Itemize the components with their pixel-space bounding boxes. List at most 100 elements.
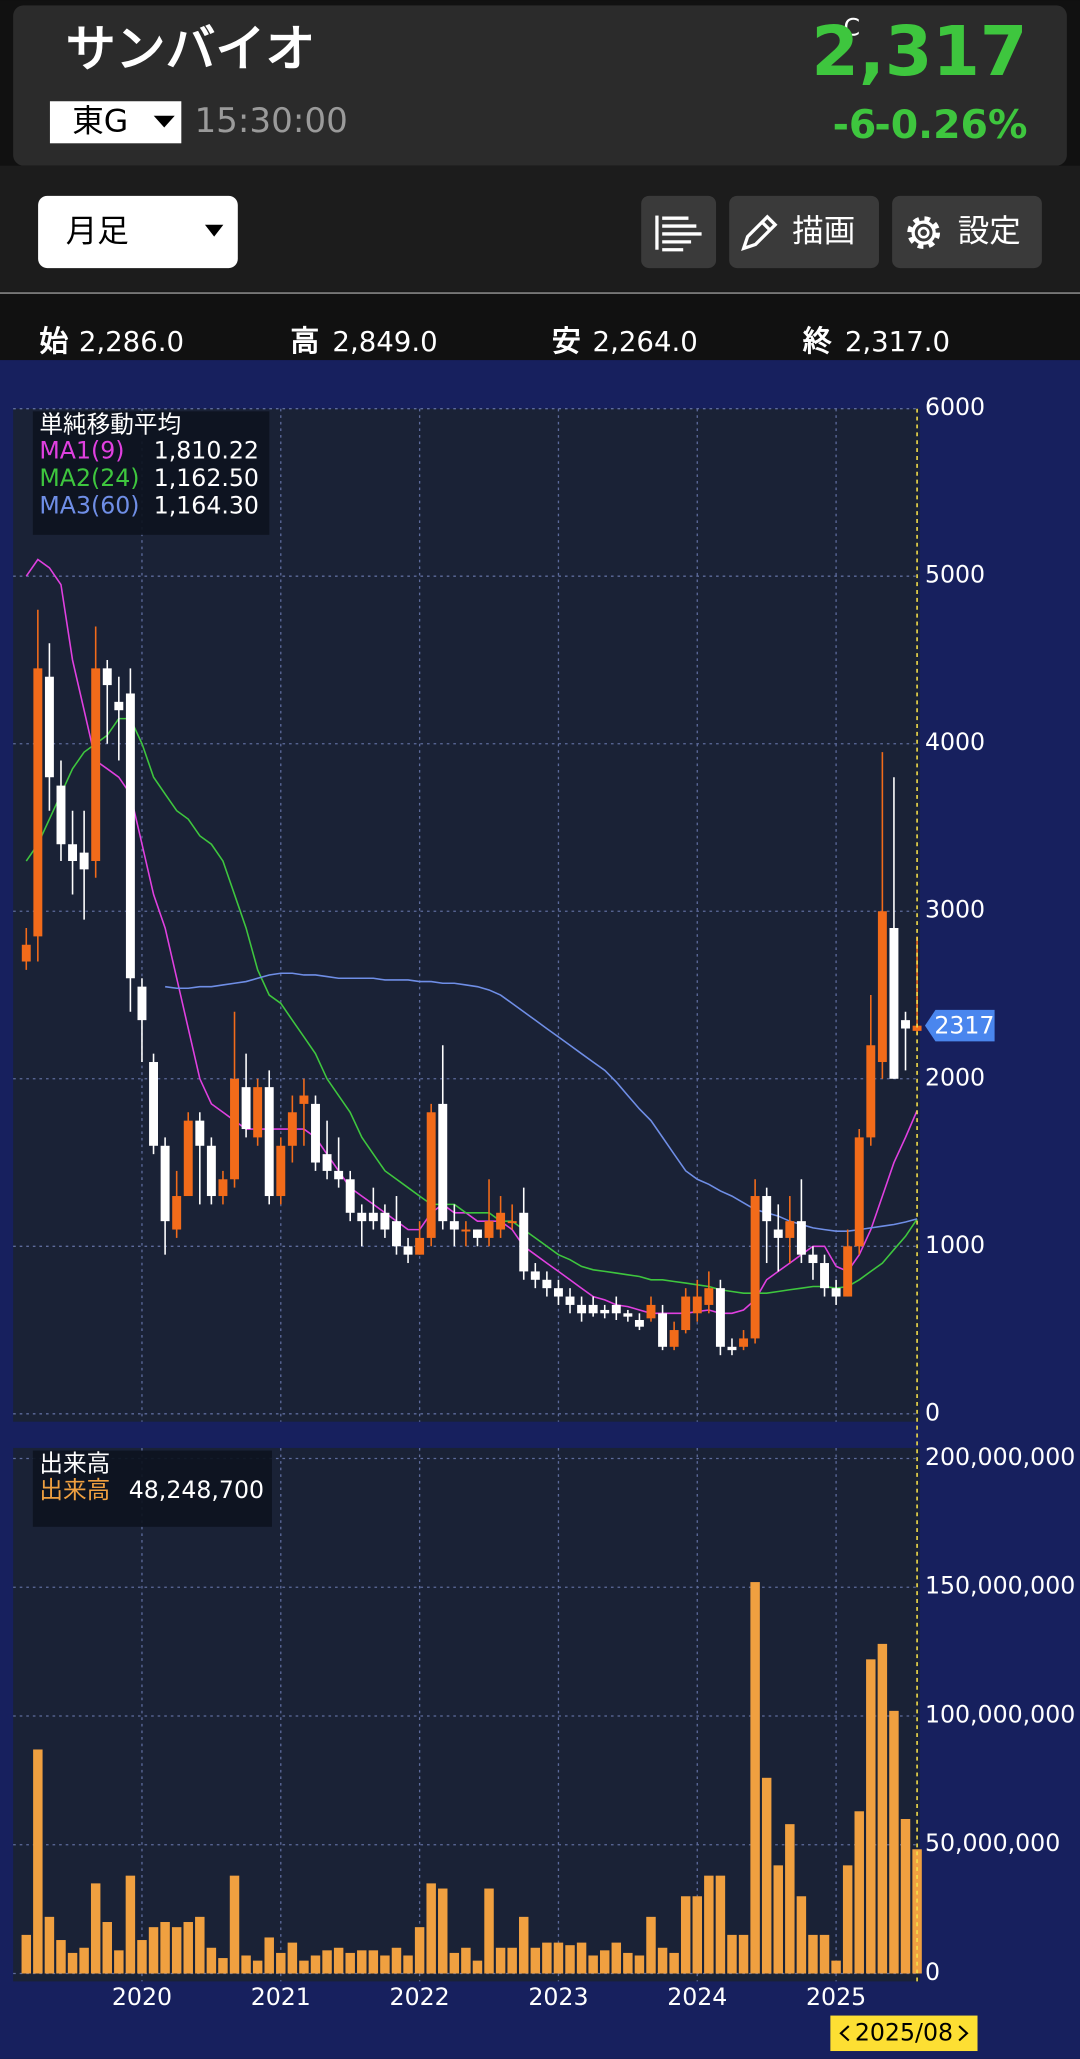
market-label[interactable]: 東G xyxy=(72,103,128,139)
volume-bar xyxy=(889,1710,899,1974)
candle-body xyxy=(449,1221,459,1230)
candle-body xyxy=(646,1304,656,1319)
draw-label[interactable]: 描画 xyxy=(792,214,855,250)
candle-body xyxy=(519,1212,529,1272)
volume-tick-label: 0 xyxy=(925,1958,940,1986)
period-select[interactable]: 月足 xyxy=(38,195,238,269)
volume-bar xyxy=(102,1922,112,1974)
volume-bar xyxy=(125,1875,136,1974)
candle-body xyxy=(611,1304,621,1314)
market-select[interactable]: 東G xyxy=(49,101,182,144)
ohlc-row: 始 2,286.0 高 2,849.0 安 2,264.0 終 2,317.0 xyxy=(39,324,950,358)
candle-body xyxy=(623,1313,633,1317)
ma-legend-name: MA1(9) xyxy=(39,437,124,465)
ma-legend: MA1(9) 1,810.22 MA2(24) 1,162.50 MA3(60) 1,16… xyxy=(39,437,259,520)
volume-bar xyxy=(33,1749,43,1974)
candle-body xyxy=(56,785,66,845)
candle-body xyxy=(681,1296,691,1331)
volume-bar xyxy=(831,1960,841,1974)
y-tick-label: 5000 xyxy=(925,561,985,589)
candle-body xyxy=(750,1196,760,1339)
candle-body xyxy=(137,986,147,1021)
x-tick-label: 2020 xyxy=(112,1983,172,2011)
ma-legend-value: 1,164.30 xyxy=(154,492,259,520)
candle-body xyxy=(472,1229,482,1238)
volume-bar xyxy=(542,1942,552,1974)
candle-body xyxy=(727,1346,737,1351)
candle-body xyxy=(854,1137,864,1247)
price-tag xyxy=(924,1009,995,1042)
candle-body xyxy=(368,1212,378,1222)
draw-button[interactable]: 描画 xyxy=(729,195,879,269)
candle-body xyxy=(762,1196,772,1222)
candle-body xyxy=(565,1296,575,1305)
ma-legend-name: MA3(60) xyxy=(39,492,139,520)
candle-body xyxy=(912,1025,922,1031)
candle-body xyxy=(866,1045,876,1138)
x-tick-label: 2021 xyxy=(251,1983,311,2011)
x-tick-label: 2024 xyxy=(667,1983,727,2011)
settings-button[interactable]: 設定 xyxy=(892,195,1042,269)
candle-body xyxy=(773,1229,783,1238)
date-cursor-box xyxy=(830,2015,978,2052)
volume-legend-value: 48,248,700 xyxy=(129,1476,264,1504)
candle-body xyxy=(739,1338,749,1347)
button-bg[interactable] xyxy=(641,195,717,269)
volume-bar xyxy=(669,1952,679,1974)
dropdown-arrow xyxy=(204,224,224,237)
button-bg[interactable] xyxy=(729,195,879,269)
volume-bar xyxy=(380,1955,390,1974)
candle-body xyxy=(287,1112,297,1146)
dropdown-arrow xyxy=(153,115,175,128)
candle-body xyxy=(183,1120,193,1197)
candle-body xyxy=(808,1254,818,1264)
period-label[interactable]: 月足 xyxy=(66,214,129,250)
candle-body xyxy=(877,911,887,1063)
candle-body xyxy=(496,1212,506,1230)
list-icon xyxy=(655,215,702,252)
candle-body xyxy=(160,1145,170,1222)
volume-bar xyxy=(599,1950,610,1974)
volume-bar xyxy=(819,1934,830,1974)
volume-bar xyxy=(750,1582,760,1974)
button-bg[interactable] xyxy=(892,195,1042,269)
volume-bar xyxy=(345,1952,355,1974)
settings-label[interactable]: 設定 xyxy=(958,214,1021,250)
candle-body xyxy=(692,1296,702,1314)
volume-plot xyxy=(13,1447,920,1982)
candle-body xyxy=(264,1087,274,1197)
ohlc-label: 安 xyxy=(552,324,581,358)
volume-legend-title: 出来高 xyxy=(39,1450,110,1478)
candle-body xyxy=(79,852,89,870)
volume-bar xyxy=(403,1955,413,1974)
candle-body xyxy=(588,1304,598,1314)
candle-body xyxy=(530,1271,540,1280)
volume-bar xyxy=(79,1947,89,1974)
candle-body xyxy=(831,1288,841,1297)
candle-body xyxy=(68,844,78,861)
candle-body xyxy=(553,1288,563,1297)
layout-button[interactable] xyxy=(641,195,717,269)
candle-body xyxy=(889,928,899,1079)
volume-bar xyxy=(796,1896,807,1974)
candle-body xyxy=(392,1221,401,1247)
x-tick-label: 2025 xyxy=(806,1983,866,2011)
candle-body xyxy=(461,1229,471,1232)
volume-bar xyxy=(299,1960,309,1974)
candle-body xyxy=(276,1145,286,1197)
candle-body xyxy=(820,1263,829,1289)
price-change: -6 xyxy=(833,102,877,148)
period-box[interactable] xyxy=(38,195,238,269)
volume-bar xyxy=(114,1950,124,1974)
market-box[interactable] xyxy=(49,101,182,144)
ohlc-value: 2,317.0 xyxy=(845,325,950,358)
candle-body xyxy=(125,693,135,979)
volume-bar xyxy=(426,1883,436,1974)
y-tick-label: 1000 xyxy=(925,1231,985,1259)
date-cursor-label: 2025/08 xyxy=(855,2018,953,2046)
volume-bar xyxy=(495,1947,506,1974)
candle-body xyxy=(172,1196,182,1230)
ma-line xyxy=(25,558,918,1315)
